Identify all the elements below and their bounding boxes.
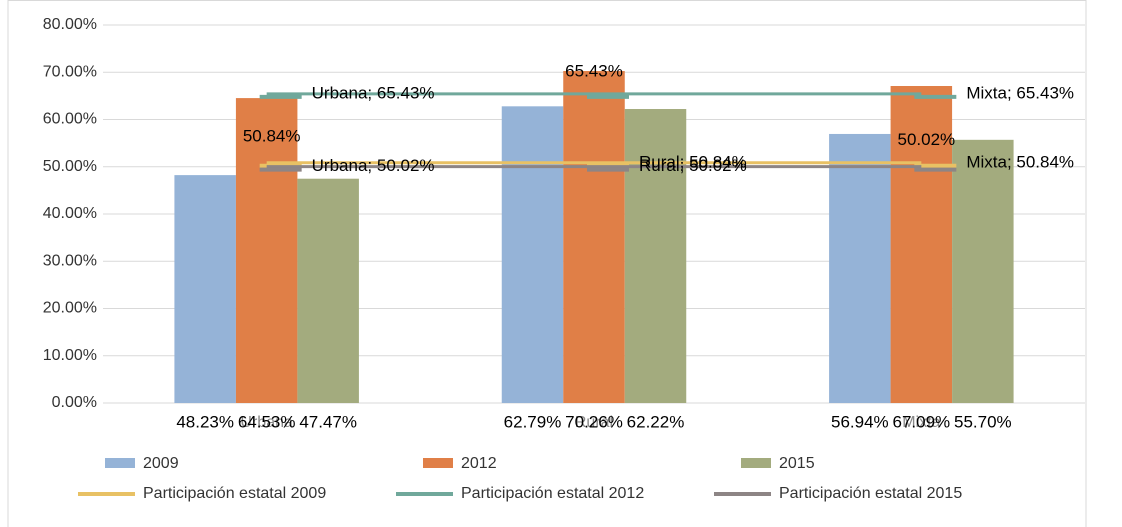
data-label: Mixta; 50.84% [966,152,1074,171]
data-label: 50.84% [243,126,301,145]
legend-label: 2009 [143,455,179,472]
legend-swatch [741,458,771,468]
bar [501,106,564,403]
data-label: Rural; 50.84% [639,152,747,171]
y-tick-label: 60.00% [43,111,97,128]
y-tick-label: 70.00% [43,63,97,80]
y-tick-label: 40.00% [43,205,97,222]
legend-swatch [423,458,453,468]
legend-swatch [105,458,135,468]
data-label: 62.79% [504,412,562,431]
y-tick-label: 20.00% [43,300,97,317]
data-label: 48.23% [176,412,234,431]
bar [624,109,687,403]
y-tick-label: 30.00% [43,252,97,269]
data-label: 47.47% [299,412,357,431]
data-label: 64.53% [238,412,296,431]
data-label: Rural; 50.02% [639,156,747,175]
y-tick-label: 80.00% [43,16,97,33]
data-label: 67.09% [892,412,950,431]
data-label: Urbana; 50.02% [312,156,435,175]
bar [952,139,1014,403]
x-tick-label: Mixta [902,414,940,431]
legend-label: Participación estatal 2012 [461,485,644,502]
legend-label: Participación estatal 2015 [779,485,962,502]
y-tick-label: 0.00% [52,394,97,411]
bar [174,175,236,403]
bar [297,178,359,403]
bar [563,71,625,404]
y-tick-label: 10.00% [43,347,97,364]
legend-label: Participación estatal 2009 [143,485,326,502]
data-label: 55.70% [954,412,1012,431]
data-label: 70.26% [565,412,623,431]
bar [235,98,298,403]
y-tick-label: 50.00% [43,158,97,175]
x-tick-label: Urbana [240,414,293,431]
data-label: Urbana; 65.43% [312,83,435,102]
x-tick-label: Rural [575,414,613,431]
data-label: 50.02% [897,130,955,149]
data-label: 62.22% [627,412,685,431]
legend-label: 2015 [779,455,815,472]
bar [829,133,891,403]
data-label: 65.43% [565,61,623,80]
bar [890,85,953,403]
data-label: Mixta; 65.43% [966,83,1074,102]
data-label: 56.94% [831,412,889,431]
legend-label: 2012 [461,455,497,472]
